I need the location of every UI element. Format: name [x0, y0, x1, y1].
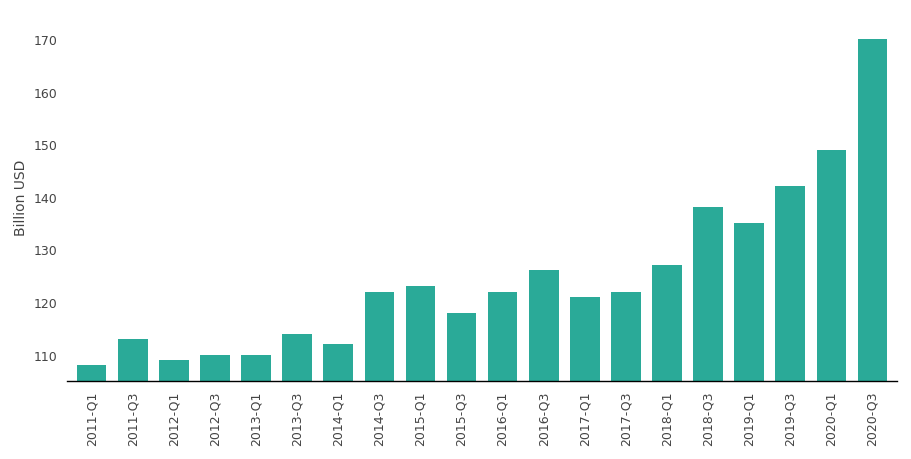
- Bar: [77, 365, 107, 459]
- Bar: [857, 40, 887, 459]
- Bar: [118, 339, 148, 459]
- Bar: [529, 271, 558, 459]
- Bar: [652, 266, 681, 459]
- Bar: [570, 297, 599, 459]
- Bar: [364, 292, 394, 459]
- Bar: [200, 355, 230, 459]
- Bar: [159, 360, 189, 459]
- Bar: [487, 292, 517, 459]
- Bar: [446, 313, 476, 459]
- Bar: [405, 286, 435, 459]
- Bar: [775, 187, 805, 459]
- Bar: [611, 292, 640, 459]
- Bar: [323, 344, 353, 459]
- Bar: [282, 334, 312, 459]
- Bar: [241, 355, 271, 459]
- Bar: [734, 224, 764, 459]
- Bar: [693, 208, 723, 459]
- Y-axis label: Billion USD: Billion USD: [14, 159, 28, 235]
- Bar: [816, 150, 846, 459]
